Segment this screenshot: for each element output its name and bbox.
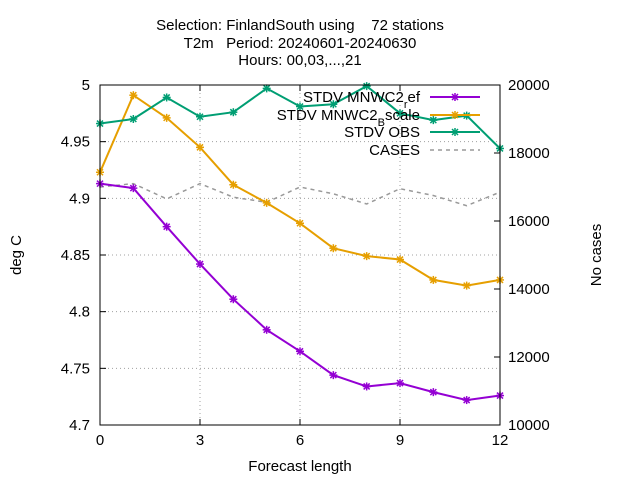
legend-label: STDV OBS <box>344 124 420 141</box>
series-line-3 <box>99 182 501 207</box>
data-point <box>129 115 138 123</box>
y-tick-label: 4.75 <box>61 360 90 377</box>
legend-entry: STDV OBS <box>344 124 480 141</box>
y2-tick-label: 20000 <box>508 77 550 94</box>
data-point <box>196 112 204 121</box>
y2-tick-label: 18000 <box>508 145 550 162</box>
data-point <box>262 198 271 207</box>
y-axis-label: deg C <box>8 235 25 275</box>
title-line-3: Hours: 00,03,...,21 <box>238 52 361 69</box>
data-point <box>362 252 371 261</box>
x-tick-label: 0 <box>96 432 104 449</box>
data-point <box>229 295 238 304</box>
data-point <box>129 91 138 100</box>
data-point <box>329 371 338 380</box>
data-point <box>362 82 371 91</box>
data-point <box>229 108 238 117</box>
data-point <box>429 388 438 397</box>
legend-label: STDV MNWC2ref <box>303 89 421 111</box>
data-point <box>296 347 304 356</box>
x-tick-label: 9 <box>396 432 404 449</box>
legend-entry: STDV MNWC2ref <box>303 89 480 111</box>
title-line-1: Selection: FinlandSouth using 72 station… <box>156 17 444 34</box>
y-tick-label: 4.95 <box>61 134 90 151</box>
data-point <box>196 260 204 269</box>
legend-entry: STDV MNWC2Bscale <box>277 107 480 129</box>
x-tick-label: 6 <box>296 432 304 449</box>
y-tick-label: 4.85 <box>61 247 90 264</box>
data-point <box>429 275 438 284</box>
y-tick-label: 4.7 <box>69 417 90 434</box>
title-line-2: T2m Period: 20240601-20240630 <box>184 35 417 52</box>
data-point <box>396 255 404 264</box>
y2-axis-label: No cases <box>588 224 605 287</box>
x-axis-label: Forecast length <box>248 458 351 475</box>
legend-label: CASES <box>369 142 420 159</box>
data-point <box>396 109 404 118</box>
data-point <box>129 184 138 193</box>
x-tick-label: 3 <box>196 432 204 449</box>
y2-tick-label: 14000 <box>508 281 550 298</box>
chart-title: Selection: FinlandSouth using 72 station… <box>156 17 444 69</box>
data-point <box>196 143 204 152</box>
series-line-0 <box>99 182 501 402</box>
data-point <box>462 396 471 405</box>
data-point <box>162 222 171 231</box>
x-tick-label: 12 <box>492 432 509 449</box>
data-point <box>296 102 304 111</box>
axes: 0 3 6 9 12 4.7 4.75 4.8 4.85 4.9 4.95 5 10000 12000 14… <box>61 77 550 449</box>
legend-entry: CASES <box>369 142 480 159</box>
data-point <box>329 100 338 109</box>
legend-label: STDV MNWC2Bscale <box>277 107 420 129</box>
legend-marker <box>451 93 459 101</box>
y2-tick-label: 10000 <box>508 417 550 434</box>
data-point <box>396 379 404 388</box>
y-tick-label: 4.9 <box>69 190 90 207</box>
legend-marker <box>451 111 459 119</box>
data-point <box>162 93 171 102</box>
legend-marker <box>451 128 459 136</box>
y-tick-label: 5 <box>82 77 90 94</box>
data-point <box>329 244 338 253</box>
data-point <box>229 180 238 189</box>
y2-tick-label: 16000 <box>508 213 550 230</box>
data-point <box>262 84 271 93</box>
plot-area <box>96 82 504 405</box>
data-point <box>162 113 171 122</box>
data-point <box>262 325 271 334</box>
data-point <box>462 281 471 290</box>
data-point <box>429 116 438 125</box>
data-point <box>362 382 371 391</box>
y2-tick-label: 12000 <box>508 349 550 366</box>
y-tick-label: 4.8 <box>69 304 90 321</box>
data-point <box>296 219 304 228</box>
grid <box>100 85 500 425</box>
